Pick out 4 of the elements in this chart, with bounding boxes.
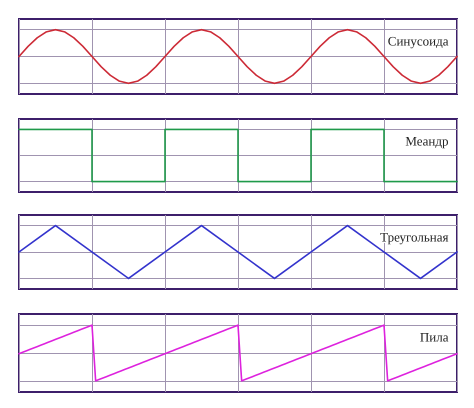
series-label: Пила — [420, 330, 449, 344]
series-label: Синусоида — [388, 34, 449, 48]
series-label: Треугольная — [380, 230, 449, 244]
series-label: Меандр — [405, 134, 449, 148]
